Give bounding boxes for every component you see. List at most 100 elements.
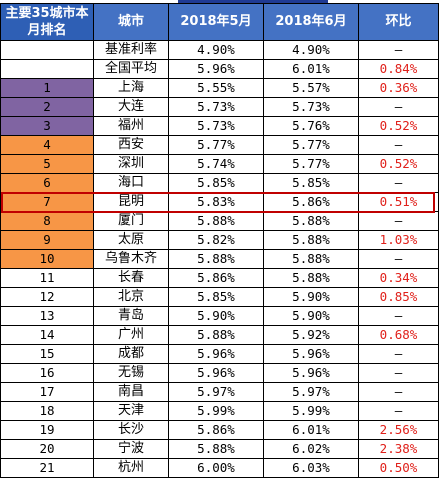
city-cell: 青岛 bbox=[93, 306, 169, 326]
rank-cell: 5 bbox=[0, 154, 94, 174]
may-rate-cell: 6.00% bbox=[168, 458, 264, 478]
table-row[interactable]: 11 长春 5.86% 5.88% 0.34% bbox=[0, 268, 439, 288]
may-rate-cell: 5.90% bbox=[168, 306, 264, 326]
mom-cell: 0.52% bbox=[358, 154, 439, 174]
top-strip-bar bbox=[178, 0, 328, 3]
rank-cell: 1 bbox=[0, 78, 94, 98]
rank-cell: 4 bbox=[0, 135, 94, 155]
may-rate-cell: 5.73% bbox=[168, 97, 264, 117]
june-rate-cell: 5.77% bbox=[263, 135, 359, 155]
rank-cell: 13 bbox=[0, 306, 94, 326]
june-rate-cell: 5.90% bbox=[263, 287, 359, 307]
mom-cell: 0.50% bbox=[358, 458, 439, 478]
mom-cell: 0.34% bbox=[358, 268, 439, 288]
table-row[interactable]: 4 西安 5.77% 5.77% — bbox=[0, 135, 439, 155]
table-row[interactable]: 19 长沙 5.86% 6.01% 2.56% bbox=[0, 420, 439, 440]
city-cell: 天津 bbox=[93, 401, 169, 421]
mom-cell: 0.36% bbox=[358, 78, 439, 98]
rank-cell: 7 bbox=[0, 192, 94, 212]
rank-column-header[interactable]: 主要35城市本月排名 bbox=[0, 3, 94, 41]
table-row[interactable]: 6 海口 5.85% 5.85% — bbox=[0, 173, 439, 193]
table-row[interactable]: 18 天津 5.99% 5.99% — bbox=[0, 401, 439, 421]
city-cell: 宁波 bbox=[93, 439, 169, 459]
table-row[interactable]: 16 无锡 5.96% 5.96% — bbox=[0, 363, 439, 383]
mom-cell: 0.51% bbox=[358, 192, 439, 212]
rank-cell: 20 bbox=[0, 439, 94, 459]
may-rate-cell: 4.90% bbox=[168, 40, 264, 60]
mom-cell: 0.52% bbox=[358, 116, 439, 136]
may-rate-cell: 5.85% bbox=[168, 287, 264, 307]
june-rate-cell: 5.76% bbox=[263, 116, 359, 136]
june-rate-cell: 5.88% bbox=[263, 249, 359, 269]
table-row[interactable]: 7 昆明 5.83% 5.86% 0.51% bbox=[0, 192, 439, 212]
rank-cell: 16 bbox=[0, 363, 94, 383]
mom-column-header[interactable]: 环比 bbox=[358, 3, 439, 41]
table-row[interactable]: 5 深圳 5.74% 5.77% 0.52% bbox=[0, 154, 439, 174]
table-row[interactable]: 15 成都 5.96% 5.96% — bbox=[0, 344, 439, 364]
mom-cell: 2.56% bbox=[358, 420, 439, 440]
may-rate-cell: 5.88% bbox=[168, 325, 264, 345]
city-cell: 全国平均 bbox=[93, 59, 169, 79]
rank-cell: 11 bbox=[0, 268, 94, 288]
mom-cell: — bbox=[358, 135, 439, 155]
mortgage-rate-table: 主要35城市本月排名 城市 2018年5月 2018年6月 环比 基准利率 4.9… bbox=[0, 3, 439, 478]
may-rate-cell: 5.83% bbox=[168, 192, 264, 212]
june-rate-cell: 5.88% bbox=[263, 268, 359, 288]
table-row[interactable]: 21 杭州 6.00% 6.03% 0.50% bbox=[0, 458, 439, 478]
june-rate-cell: 5.97% bbox=[263, 382, 359, 402]
june-rate-cell: 4.90% bbox=[263, 40, 359, 60]
mom-cell: — bbox=[358, 173, 439, 193]
june-rate-cell: 5.85% bbox=[263, 173, 359, 193]
table-row[interactable]: 13 青岛 5.90% 5.90% — bbox=[0, 306, 439, 326]
mom-cell: — bbox=[358, 344, 439, 364]
mom-cell: 2.38% bbox=[358, 439, 439, 459]
city-cell: 西安 bbox=[93, 135, 169, 155]
june-rate-cell: 5.96% bbox=[263, 363, 359, 383]
city-cell: 北京 bbox=[93, 287, 169, 307]
table-row[interactable]: 2 大连 5.73% 5.73% — bbox=[0, 97, 439, 117]
mom-cell: — bbox=[358, 306, 439, 326]
rank-cell bbox=[0, 40, 94, 60]
city-cell: 基准利率 bbox=[93, 40, 169, 60]
june-rate-cell: 5.88% bbox=[263, 230, 359, 250]
table-row[interactable]: 9 太原 5.82% 5.88% 1.03% bbox=[0, 230, 439, 250]
june-rate-cell: 5.73% bbox=[263, 97, 359, 117]
june-rate-cell: 5.92% bbox=[263, 325, 359, 345]
table-row[interactable]: 17 南昌 5.97% 5.97% — bbox=[0, 382, 439, 402]
mom-cell: — bbox=[358, 382, 439, 402]
city-cell: 乌鲁木齐 bbox=[93, 249, 169, 269]
table-row[interactable]: 12 北京 5.85% 5.90% 0.85% bbox=[0, 287, 439, 307]
city-cell: 长春 bbox=[93, 268, 169, 288]
mom-cell: — bbox=[358, 363, 439, 383]
june-rate-cell: 5.96% bbox=[263, 344, 359, 364]
table-row[interactable]: 8 厦门 5.88% 5.88% — bbox=[0, 211, 439, 231]
may-rate-cell: 5.77% bbox=[168, 135, 264, 155]
mom-cell: 1.03% bbox=[358, 230, 439, 250]
rank-cell: 6 bbox=[0, 173, 94, 193]
may-rate-cell: 5.73% bbox=[168, 116, 264, 136]
may-rate-cell: 5.82% bbox=[168, 230, 264, 250]
table-row[interactable]: 20 宁波 5.88% 6.02% 2.38% bbox=[0, 439, 439, 459]
rank-cell: 12 bbox=[0, 287, 94, 307]
mom-cell: 0.68% bbox=[358, 325, 439, 345]
table-row[interactable]: 全国平均 5.96% 6.01% 0.84% bbox=[0, 59, 439, 79]
table-row[interactable]: 14 广州 5.88% 5.92% 0.68% bbox=[0, 325, 439, 345]
table-row[interactable]: 基准利率 4.90% 4.90% — bbox=[0, 40, 439, 60]
table-row[interactable]: 3 福州 5.73% 5.76% 0.52% bbox=[0, 116, 439, 136]
city-cell: 南昌 bbox=[93, 382, 169, 402]
may-column-header[interactable]: 2018年5月 bbox=[168, 3, 264, 41]
june-column-header[interactable]: 2018年6月 bbox=[263, 3, 359, 41]
city-cell: 成都 bbox=[93, 344, 169, 364]
june-rate-cell: 5.77% bbox=[263, 154, 359, 174]
table-row[interactable]: 1 上海 5.55% 5.57% 0.36% bbox=[0, 78, 439, 98]
rank-cell: 10 bbox=[0, 249, 94, 269]
may-rate-cell: 5.88% bbox=[168, 211, 264, 231]
table-row[interactable]: 10 乌鲁木齐 5.88% 5.88% — bbox=[0, 249, 439, 269]
june-rate-cell: 6.01% bbox=[263, 59, 359, 79]
city-column-header[interactable]: 城市 bbox=[93, 3, 169, 41]
may-rate-cell: 5.85% bbox=[168, 173, 264, 193]
may-rate-cell: 5.99% bbox=[168, 401, 264, 421]
rank-cell: 8 bbox=[0, 211, 94, 231]
rank-cell: 9 bbox=[0, 230, 94, 250]
may-rate-cell: 5.88% bbox=[168, 439, 264, 459]
